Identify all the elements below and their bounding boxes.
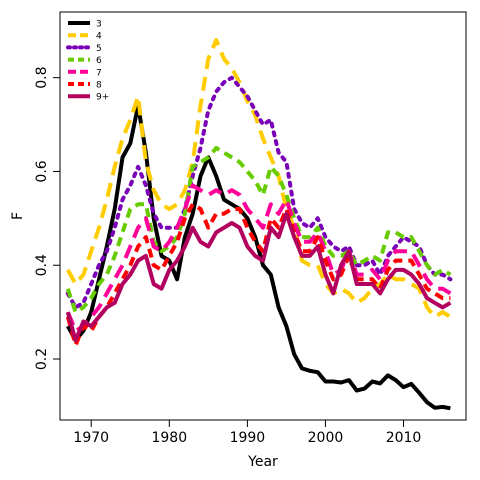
y-tick-label: 0.6	[34, 160, 50, 182]
plot-frame	[59, 11, 467, 421]
legend-label: 8	[96, 81, 102, 91]
series-line-6	[65, 146, 452, 315]
legend-label: 9+	[96, 93, 109, 103]
legend-label: 5	[96, 44, 102, 54]
legend-label: 6	[96, 56, 102, 66]
y-tick-label: 0.2	[34, 348, 50, 370]
legend-label: 3	[96, 20, 102, 30]
x-tick-label: 2010	[386, 430, 422, 446]
x-axis-label: Year	[247, 454, 278, 470]
x-tick-label: 1990	[230, 430, 266, 446]
series-line-8	[65, 202, 451, 347]
series-line-3	[66, 103, 451, 411]
y-tick-label: 0.8	[34, 67, 50, 89]
x-tick-label: 1980	[151, 430, 187, 446]
x-tick-label: 2000	[308, 430, 344, 446]
series-line-7	[65, 183, 452, 333]
x-tick-label: 1970	[73, 430, 109, 446]
y-axis-label: F	[10, 212, 26, 220]
y-axis: 0.2 0.4 0.6 0.8	[34, 67, 60, 370]
series-line-9plus	[65, 211, 452, 343]
legend-label: 4	[96, 32, 102, 42]
legend-label: 7	[96, 68, 102, 78]
legend: 3 4 5 6 7 8 9+	[66, 20, 109, 103]
series-line-5	[65, 75, 453, 310]
x-axis: 1970 1980 1990 2000 2010	[73, 420, 421, 446]
series-layer	[65, 38, 453, 411]
y-tick-label: 0.4	[34, 254, 50, 276]
